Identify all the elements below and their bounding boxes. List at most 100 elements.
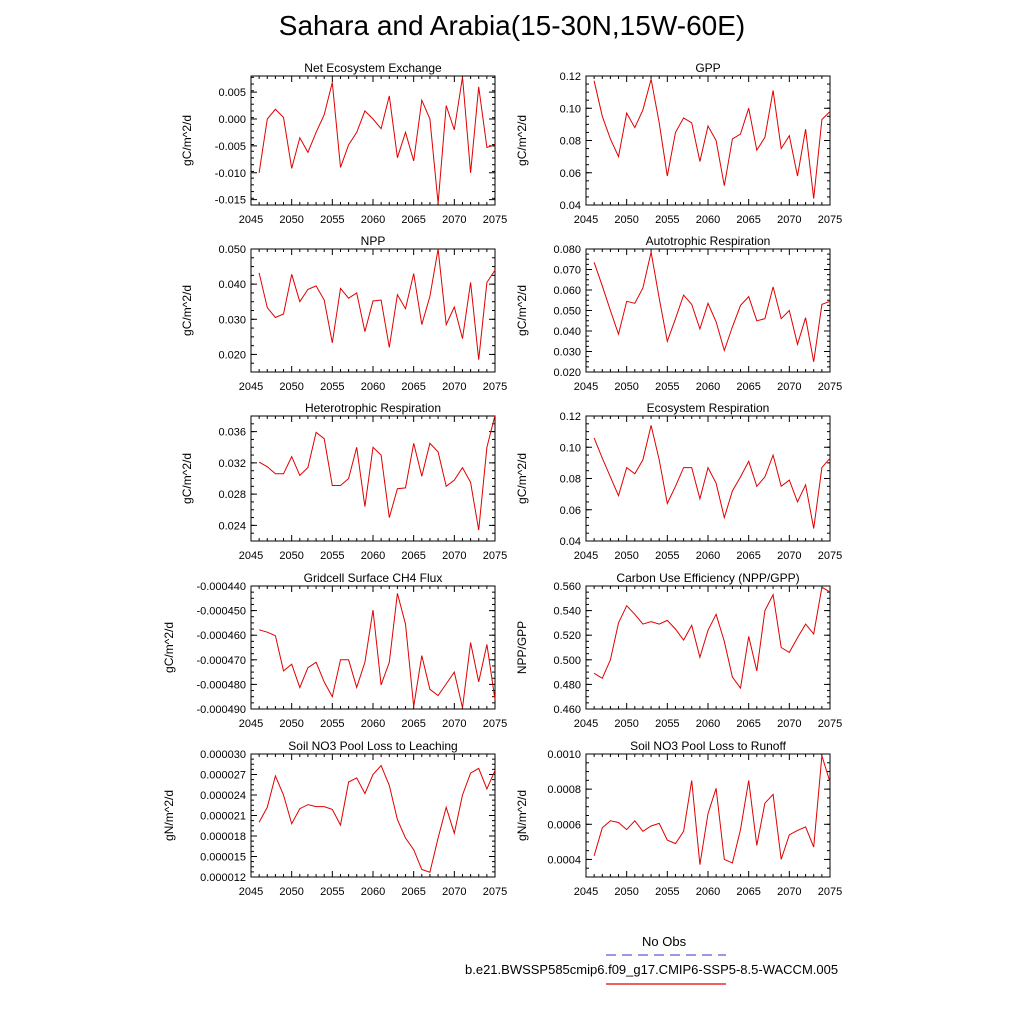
panel-6-ylabel: gC/m^2/d: [515, 453, 529, 504]
panel-10-ytick-label: 0.0004: [547, 854, 581, 866]
panel-10-ytick-label: 0.0010: [547, 749, 581, 761]
panel-2-xtick-label: 2060: [696, 214, 720, 226]
panel-8-xtick-label: 2070: [777, 718, 801, 730]
panel-4-ylabel: gC/m^2/d: [515, 285, 529, 336]
panel-7-ylabel: gC/m^2/d: [162, 622, 176, 673]
panel-4: Autotrophic Respiration gC/m^2/d 2045 2050 2…: [515, 234, 842, 393]
panel-8-xtick-label: 2045: [574, 718, 598, 730]
panel-8-title: Carbon Use Efficiency (NPP/GPP): [616, 571, 799, 585]
panel-2-frame: [585, 75, 831, 206]
panel-3-xtick-label: 2055: [320, 381, 344, 393]
panel-1-ylabel: gC/m^2/d: [180, 115, 194, 166]
panel-6-series-line: [593, 425, 831, 529]
panel-6-title: Ecosystem Respiration: [647, 401, 770, 415]
panel-10-xtick-label: 2060: [696, 886, 720, 898]
panel-7: Gridcell Surface CH4 Flux gC/m^2/d 2045 205…: [162, 571, 507, 730]
panel-5-frame: [250, 415, 496, 542]
panel-2-ytick-label: 0.12: [560, 71, 581, 83]
panel-6-ytick-label: 0.08: [560, 474, 581, 486]
panel-6: Ecosystem Respiration gC/m^2/d 2045 2050 205…: [515, 401, 842, 562]
panel-8-ytick-label: 0.540: [553, 606, 581, 618]
panel-10-ylabel: gN/m^2/d: [515, 790, 529, 841]
panel-9-ylabel: gN/m^2/d: [162, 790, 176, 841]
panel-2-xtick-label: 2045: [574, 214, 598, 226]
panel-9-ytick-label: 0.000024: [200, 790, 246, 802]
panel-5-ytick-label: 0.032: [218, 458, 246, 470]
panel-7-series-line: [258, 593, 496, 708]
panel-8-xtick-label: 2075: [818, 718, 842, 730]
panel-1-ytick-label: -0.010: [215, 168, 246, 180]
panel-8-ylabel: NPP/GPP: [515, 621, 529, 674]
panel-1-xtick-label: 2045: [239, 214, 263, 226]
panel-4-xtick-label: 2050: [614, 381, 638, 393]
panel-5-series-line: [258, 415, 496, 531]
panel-3-xtick-label: 2075: [483, 381, 507, 393]
panel-4-title: Autotrophic Respiration: [646, 234, 771, 248]
panel-5-title: Heterotrophic Respiration: [305, 401, 441, 415]
panel-4-ytick-label: 0.070: [553, 265, 581, 277]
panel-1-xtick-label: 2060: [361, 214, 385, 226]
panel-1-xtick-label: 2075: [483, 214, 507, 226]
panel-6-ytick-label: 0.04: [560, 536, 581, 548]
panel-7-xtick-label: 2055: [320, 718, 344, 730]
panel-4-ytick-label: 0.080: [553, 244, 581, 256]
panel-4-ytick-label: 0.060: [553, 285, 581, 297]
panel-7-ytick-label: -0.000490: [196, 704, 246, 716]
panel-2-xtick-label: 2055: [655, 214, 679, 226]
panel-8-xtick-label: 2050: [614, 718, 638, 730]
panel-4-frame: [585, 248, 831, 373]
panel-5-xtick-label: 2045: [239, 550, 263, 562]
panel-6-ytick-label: 0.10: [560, 442, 581, 454]
panel-4-xtick-label: 2065: [736, 381, 760, 393]
panel-9-xtick-label: 2055: [320, 886, 344, 898]
panel-2-xtick-label: 2075: [818, 214, 842, 226]
panel-2-ytick-label: 0.08: [560, 136, 581, 148]
panel-4-ytick-label: 0.030: [553, 347, 581, 359]
panel-6-xtick-label: 2060: [696, 550, 720, 562]
panel-9-series-line: [258, 764, 496, 873]
panel-2-ytick-label: 0.10: [560, 103, 581, 115]
panel-5-ylabel: gC/m^2/d: [180, 453, 194, 504]
panel-9-title: Soil NO3 Pool Loss to Leaching: [288, 739, 457, 753]
figure-title: Sahara and Arabia(15-30N,15W-60E): [278, 10, 746, 41]
panel-6-xtick-label: 2065: [736, 550, 760, 562]
panel-7-ytick-label: -0.000440: [196, 581, 246, 593]
panel-8-ytick-label: 0.560: [553, 581, 581, 593]
panel-4-ytick-label: 0.040: [553, 326, 581, 338]
panel-7-xtick-label: 2050: [279, 718, 303, 730]
panel-8-frame: [585, 585, 831, 710]
panel-9-xtick-label: 2060: [361, 886, 385, 898]
panel-8-ytick-label: 0.520: [553, 630, 581, 642]
panel-2-series-line: [593, 79, 831, 199]
panel-4-ytick-label: 0.020: [553, 367, 581, 379]
panel-4-xtick-label: 2070: [777, 381, 801, 393]
panel-6-xtick-label: 2050: [614, 550, 638, 562]
panel-9-xtick-label: 2075: [483, 886, 507, 898]
panel-9-xtick-label: 2065: [401, 886, 425, 898]
panel-6-ytick-label: 0.12: [560, 411, 581, 423]
panel-5-xtick-label: 2060: [361, 550, 385, 562]
panel-9-ytick-label: 0.000030: [200, 749, 246, 761]
panel-5-ytick-label: 0.024: [218, 520, 246, 532]
panel-4-xtick-label: 2055: [655, 381, 679, 393]
panel-2-ytick-label: 0.06: [560, 168, 581, 180]
panel-10-xtick-label: 2070: [777, 886, 801, 898]
panel-7-xtick-label: 2065: [401, 718, 425, 730]
panel-1: Net Ecosystem Exchange gC/m^2/d 2045 2050 20…: [180, 61, 507, 226]
panel-2-xtick-label: 2070: [777, 214, 801, 226]
panel-5-xtick-label: 2075: [483, 550, 507, 562]
panel-7-ytick-label: -0.000470: [196, 655, 246, 667]
legend-label-no-obs: No Obs: [642, 934, 687, 949]
panel-9-ytick-label: 0.000015: [200, 852, 246, 864]
panel-3-xtick-label: 2065: [401, 381, 425, 393]
legend-label-model-run: b.e21.BWSSP585cmip6.f09_g17.CMIP6-SSP5-8…: [465, 962, 839, 977]
panel-1-ytick-label: -0.005: [215, 141, 246, 153]
panel-4-series-line: [593, 251, 831, 362]
panel-2-ytick-label: 0.04: [560, 200, 581, 212]
panel-10: Soil NO3 Pool Loss to Runoff gN/m^2/d 2045…: [515, 739, 842, 898]
panel-1-xtick-label: 2055: [320, 214, 344, 226]
panel-8-xtick-label: 2055: [655, 718, 679, 730]
panel-2: GPP gC/m^2/d 2045 2050 2055 2060 2065 2070 2075 0…: [515, 61, 842, 226]
legend-line-model-run: [606, 983, 726, 985]
